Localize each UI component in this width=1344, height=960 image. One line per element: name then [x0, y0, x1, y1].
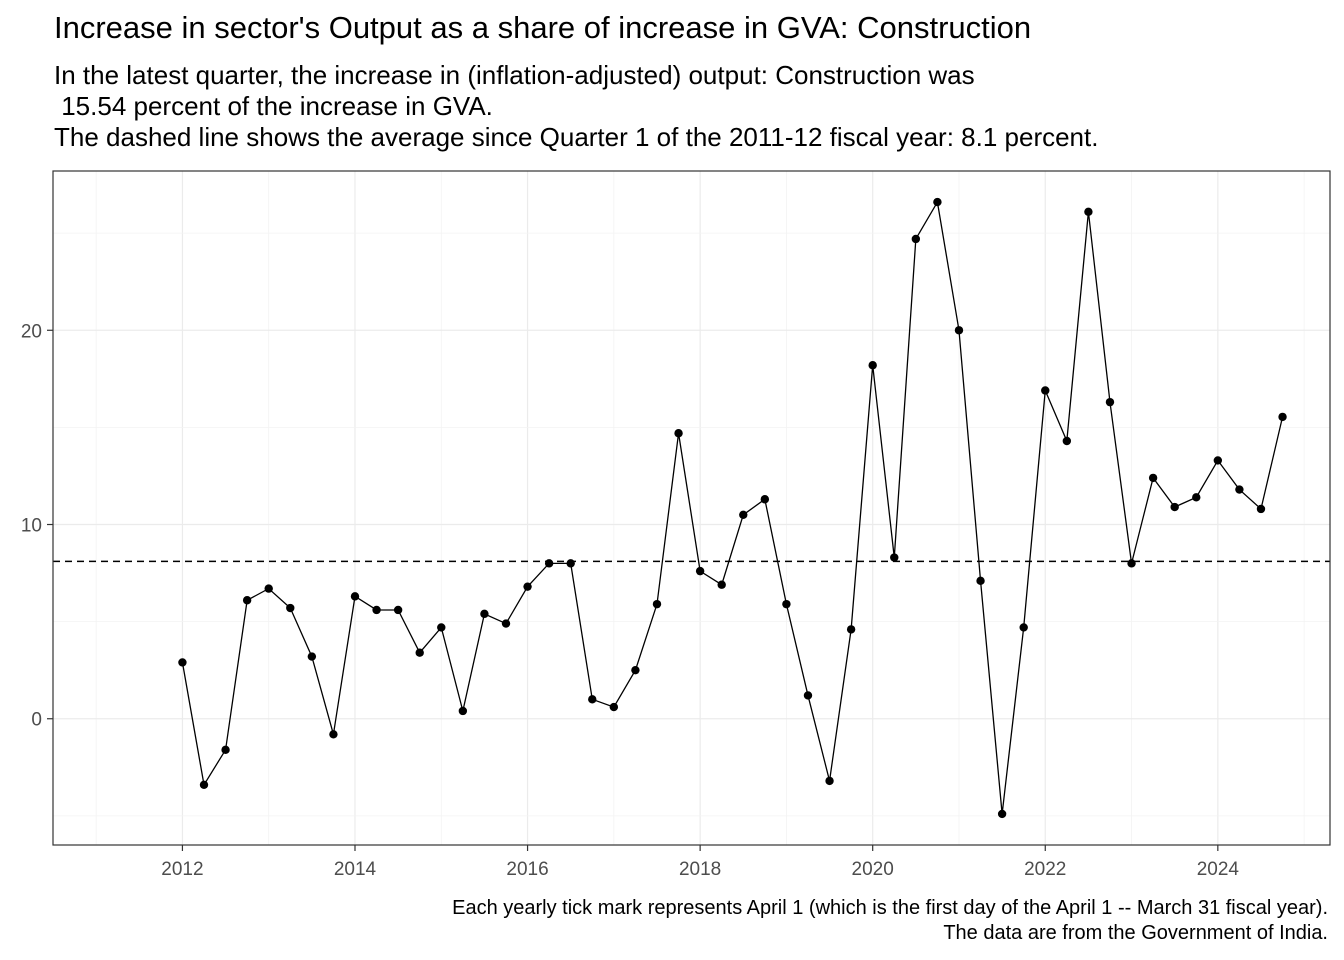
data-point: [890, 553, 899, 562]
data-point: [1127, 559, 1136, 568]
data-point: [1192, 493, 1201, 502]
y-tick-label: 0: [31, 710, 42, 731]
data-point: [329, 730, 338, 739]
data-point: [307, 652, 317, 661]
grid: [53, 171, 1330, 845]
data-point: [588, 695, 597, 704]
data-point: [1235, 485, 1244, 494]
data-point: [652, 599, 662, 609]
data-point: [1278, 412, 1287, 422]
x-tick-label: 2018: [679, 859, 721, 880]
y-tick-label: 20: [21, 321, 42, 342]
data-point: [782, 599, 791, 609]
data-point: [480, 609, 489, 619]
x-tick-label: 2024: [1197, 859, 1240, 880]
data-point: [1041, 386, 1050, 395]
data-point: [695, 566, 705, 576]
data-point: [199, 780, 209, 789]
x-tick-label: 2022: [1024, 859, 1066, 880]
data-point: [1084, 207, 1093, 216]
data-point: [393, 605, 403, 615]
plot-panel-border: [52, 170, 1331, 846]
data-point: [1105, 397, 1115, 407]
data-point: [760, 495, 770, 504]
chart-subtitle-line: 15.54 percent of the increase in GVA.: [54, 91, 493, 121]
series: [178, 197, 1287, 819]
chart-subtitle-line: In the latest quarter, the increase in (…: [54, 60, 975, 90]
data-point: [674, 429, 683, 438]
chart-title: Increase in sector's Output as a share o…: [54, 10, 1032, 45]
data-point: [717, 580, 726, 589]
data-point: [1062, 436, 1072, 446]
data-point: [178, 658, 187, 667]
chart-subtitle-line: The dashed line shows the average since …: [54, 122, 1099, 152]
data-point: [566, 559, 575, 568]
data-point: [286, 603, 295, 613]
data-point: [803, 691, 813, 700]
data-point: [1256, 504, 1266, 514]
data-point: [1170, 502, 1179, 512]
data-point: [1213, 456, 1223, 465]
x-tick-label: 2012: [161, 859, 203, 880]
series-line: [181, 200, 1284, 814]
x-tick-label: 2020: [852, 859, 894, 880]
data-point: [954, 326, 964, 335]
data-point: [631, 665, 640, 675]
data-point: [350, 592, 360, 601]
data-point: [997, 809, 1007, 819]
data-point: [544, 559, 554, 568]
data-point: [825, 776, 834, 786]
data-point: [523, 582, 532, 591]
data-point: [372, 605, 381, 615]
axes: 2012 2014 2016 2018 2020 2022 2024 0 10 20: [21, 321, 1240, 880]
data-point: [739, 510, 748, 519]
x-tick-label: 2014: [334, 859, 377, 880]
data-point: [221, 745, 230, 755]
data-point: [458, 706, 468, 716]
data-point: [1019, 623, 1028, 632]
data-point: [911, 234, 921, 244]
data-point: [242, 596, 252, 605]
data-point: [609, 702, 619, 712]
y-tick-label: 10: [21, 516, 42, 537]
data-point: [976, 576, 985, 586]
data-point: [415, 648, 424, 657]
data-point: [501, 619, 511, 628]
data-point: [264, 584, 273, 593]
data-point: [846, 625, 856, 634]
chart-caption-line: The data are from the Government of Indi…: [943, 922, 1328, 944]
data-point: [437, 623, 446, 632]
data-point: [1148, 473, 1158, 483]
chart-caption-line: Each yearly tick mark represents April 1…: [452, 897, 1328, 919]
data-point: [868, 361, 877, 370]
x-tick-label: 2016: [506, 859, 548, 880]
data-point: [933, 197, 942, 207]
